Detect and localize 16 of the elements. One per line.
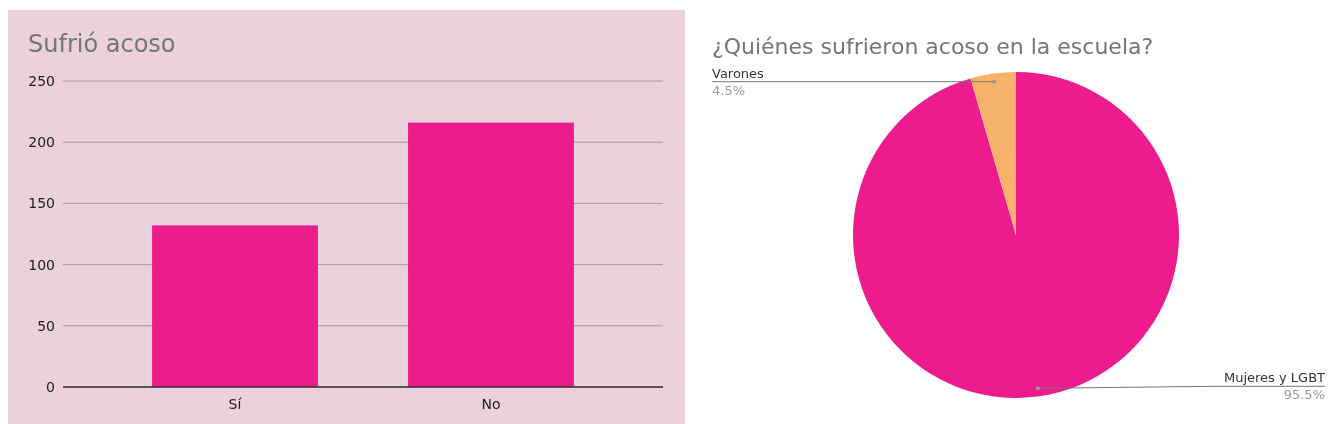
data-label: 95.5% [1283,387,1325,403]
x-tick-label: Sí [228,396,243,412]
pie-slice [853,72,1179,398]
x-tick-label: No [481,396,501,412]
slice-label: Mujeres y LGBT [1223,370,1326,386]
y-tick-label: 200 [28,134,55,151]
chart-title: Sufrió acoso [28,30,176,58]
y-tick-label: 50 [37,317,55,334]
y-tick-label: 150 [28,195,55,212]
y-tick-label: 0 [46,378,55,395]
slice-label: Varones [712,65,765,81]
y-tick-label: 250 [28,72,55,89]
data-label: 4.5% [712,82,746,98]
chart-title: ¿Quiénes sufrieron acoso en la escuela? [712,34,1154,59]
pie-slice [970,72,1016,235]
y-tick-label: 100 [28,256,55,273]
